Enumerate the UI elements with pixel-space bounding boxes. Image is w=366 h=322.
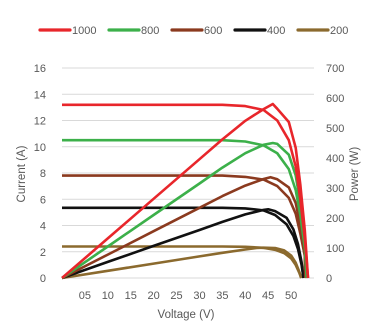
grid [62, 67, 314, 279]
series-power-200 [61, 246, 303, 280]
y2-tick-label: 500 [326, 123, 344, 135]
y-tick-label: 2 [40, 247, 46, 259]
x-tick-label: 10 [102, 290, 114, 302]
y2-tick-label: 400 [326, 153, 344, 165]
series-group [61, 102, 310, 280]
y2-tick-label: 600 [326, 93, 344, 105]
series-power-600 [61, 175, 307, 280]
y2-tick-label: 300 [326, 183, 344, 195]
x-axis-ticks: 05 10 15 20 25 30 35 40 45 50 [79, 290, 297, 302]
series-power-1000 [61, 102, 310, 279]
legend-label: 200 [330, 25, 348, 37]
y-tick-label: 6 [40, 194, 46, 206]
y-axis-label: Current (A) [16, 145, 28, 202]
y2-tick-label: 0 [326, 273, 332, 285]
x-axis-label: Voltage (V) [158, 309, 215, 321]
x-tick-label: 05 [79, 290, 91, 302]
x-tick-label: 15 [125, 290, 137, 302]
series-current-600 [62, 174, 307, 279]
y-tick-label: 14 [34, 89, 46, 101]
y-tick-label: 8 [40, 168, 46, 180]
y-tick-label: 0 [40, 273, 46, 285]
y-axis-ticks: 0 2 4 6 8 10 12 14 16 [34, 63, 46, 285]
x-tick-label: 20 [148, 290, 160, 302]
y2-axis-ticks: 0 100 200 300 400 500 600 700 [326, 63, 344, 285]
legend-label: 400 [267, 25, 285, 37]
x-tick-label: 50 [285, 290, 297, 302]
legend-label: 800 [141, 25, 159, 37]
y-tick-label: 10 [34, 142, 46, 154]
series-current-400 [62, 206, 305, 279]
y-tick-label: 16 [34, 63, 46, 75]
x-tick-label: 30 [193, 290, 205, 302]
y-tick-label: 4 [40, 221, 46, 233]
y2-tick-label: 100 [326, 243, 344, 255]
x-tick-label: 45 [262, 290, 274, 302]
legend-label: 600 [204, 25, 222, 37]
series-power-400 [61, 208, 305, 280]
y2-tick-label: 700 [326, 63, 344, 75]
legend-label: 1000 [72, 25, 96, 37]
x-tick-label: 25 [170, 290, 182, 302]
x-tick-label: 35 [216, 290, 228, 302]
x-tick-label: 40 [239, 290, 251, 302]
y-tick-label: 12 [34, 116, 46, 128]
y2-axis-label: Power (W) [349, 147, 361, 201]
legend: 1000 800 600 400 200 [38, 25, 348, 37]
y2-tick-label: 200 [326, 213, 344, 225]
